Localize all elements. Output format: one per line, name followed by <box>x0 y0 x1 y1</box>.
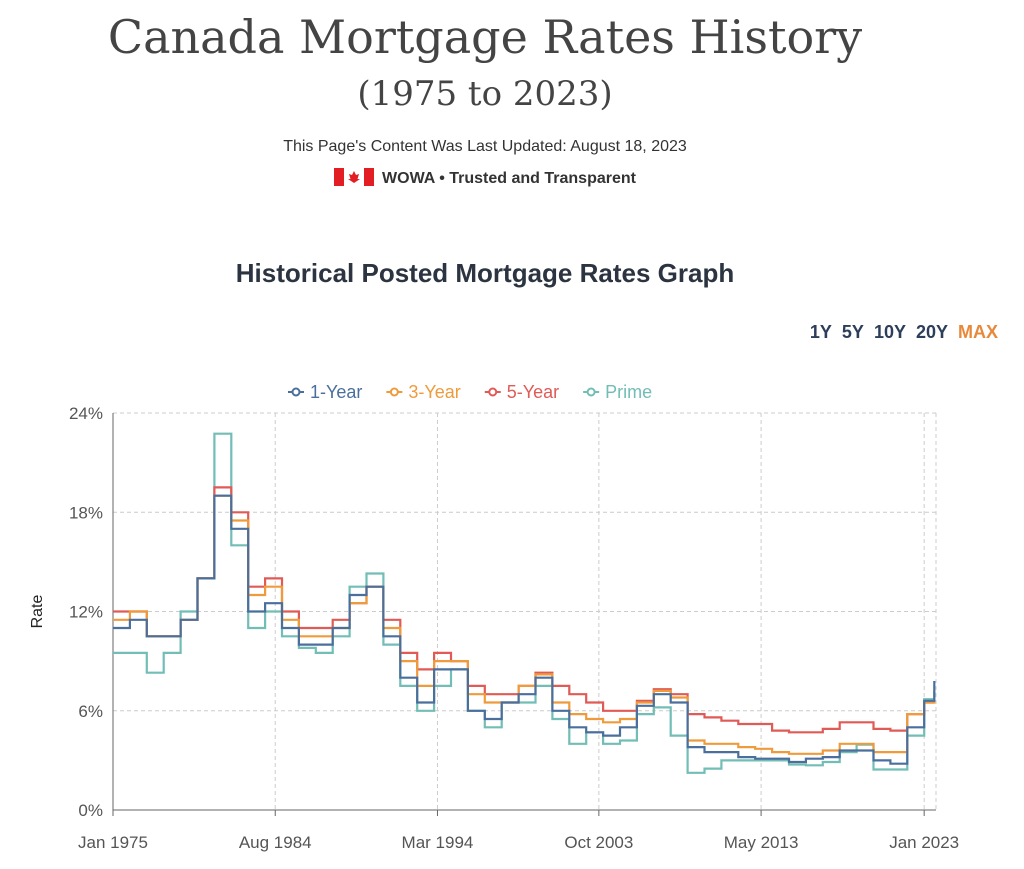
y-tick-label: 24% <box>69 404 103 423</box>
series-line-1-year <box>113 494 936 765</box>
x-tick-label: Mar 1994 <box>402 833 474 852</box>
x-tick-label: Aug 1984 <box>239 833 312 852</box>
x-tick-label: May 2013 <box>724 833 799 852</box>
series-line-prime <box>113 432 936 774</box>
brand-text: WOWA • Trusted and Transparent <box>382 170 636 187</box>
legend-item[interactable]: Prime <box>605 382 652 402</box>
legend-marker-icon <box>586 387 596 397</box>
legend-item[interactable]: 3-Year <box>408 382 460 402</box>
range-5y[interactable]: 5Y <box>841 322 864 342</box>
graph-title: Historical Posted Mortgage Rates Graph <box>235 258 735 288</box>
series-line-5-year <box>113 486 935 734</box>
range-20y[interactable]: 20Y <box>915 322 948 342</box>
legend-item[interactable]: 5-Year <box>507 382 559 402</box>
range-max[interactable]: MAX <box>958 322 998 342</box>
brand-line: WOWA • Trusted and Transparent <box>0 168 970 188</box>
legend-item[interactable]: 1-Year <box>310 382 362 402</box>
y-tick-label: 6% <box>78 702 103 721</box>
legend-marker-icon <box>389 387 399 397</box>
range-1y[interactable]: 1Y <box>809 322 832 342</box>
legend-marker-icon <box>488 387 498 397</box>
y-tick-label: 12% <box>69 603 103 622</box>
y-axis-label: Rate <box>29 595 46 629</box>
page-subtitle: (1975 to 2023) <box>357 74 613 114</box>
x-tick-label: Jan 2023 <box>889 833 959 852</box>
legend-marker-icon <box>291 387 301 397</box>
range-selector: 1Y 5Y 10Y 20Y MAX <box>800 322 998 343</box>
y-tick-label: 0% <box>78 801 103 820</box>
canada-flag-icon <box>334 168 375 186</box>
series-line-3-year <box>113 494 936 755</box>
x-tick-label: Oct 2003 <box>564 833 633 852</box>
y-tick-label: 18% <box>69 503 103 522</box>
range-10y[interactable]: 10Y <box>873 322 906 342</box>
x-tick-label: Jan 1975 <box>78 833 148 852</box>
last-updated: This Page's Content Was Last Updated: Au… <box>283 138 687 155</box>
page-title: Canada Mortgage Rates History <box>107 10 863 64</box>
